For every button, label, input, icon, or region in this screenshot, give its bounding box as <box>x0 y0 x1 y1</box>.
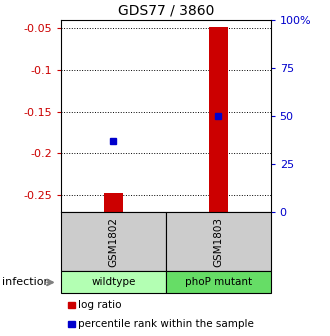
Text: log ratio: log ratio <box>78 300 122 310</box>
Title: GDS77 / 3860: GDS77 / 3860 <box>117 4 214 17</box>
Bar <box>209 27 228 212</box>
Text: infection: infection <box>2 278 50 287</box>
Bar <box>104 193 123 212</box>
Bar <box>166 212 271 271</box>
Text: phoP mutant: phoP mutant <box>185 278 252 287</box>
Bar <box>61 212 166 271</box>
Bar <box>61 271 166 293</box>
Text: percentile rank within the sample: percentile rank within the sample <box>78 319 254 329</box>
Bar <box>68 321 75 327</box>
Text: wildtype: wildtype <box>91 278 136 287</box>
Bar <box>166 271 271 293</box>
Bar <box>68 302 75 308</box>
Text: GSM1803: GSM1803 <box>213 217 223 266</box>
Text: GSM1802: GSM1802 <box>109 217 118 266</box>
